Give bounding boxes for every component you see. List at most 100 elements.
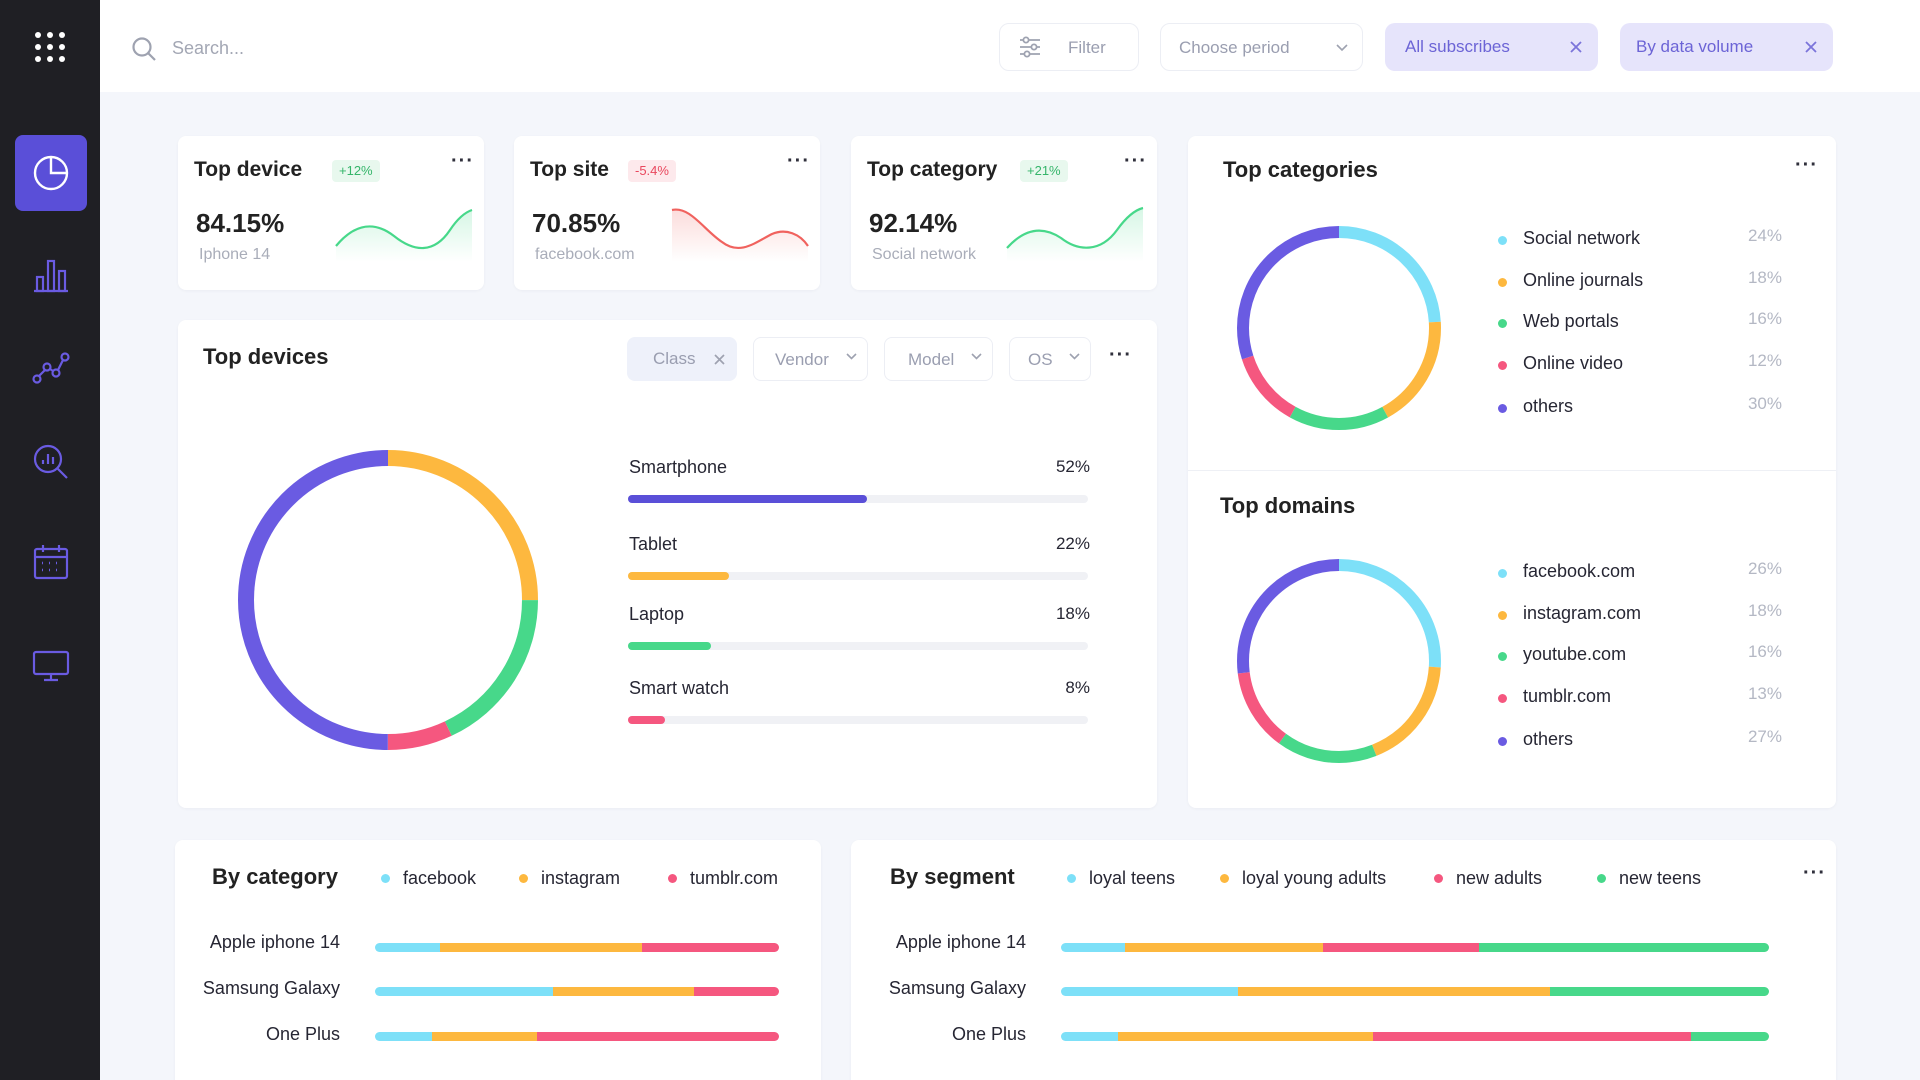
filter-class-label: Class — [653, 349, 696, 368]
more-options-icon[interactable]: ··· — [1124, 150, 1147, 172]
legend-dot — [519, 874, 528, 883]
legend-dot — [1434, 874, 1443, 883]
legend-dot — [1067, 874, 1076, 883]
chevron-down-icon — [1336, 44, 1348, 52]
filter-label: Filter — [1068, 38, 1106, 57]
close-icon[interactable] — [1570, 41, 1582, 53]
legend-label: loyal teens — [1089, 868, 1176, 888]
legend-dot — [1498, 652, 1507, 661]
kpi-value: 84.15% — [196, 208, 285, 238]
sparkline-up — [1006, 206, 1144, 262]
top-categories-title: Top categories — [1223, 157, 1378, 182]
filter-model-label: Model — [908, 350, 955, 369]
bar-segment — [641, 943, 779, 952]
kpi-title: Top device — [194, 158, 303, 181]
legend-dot — [1498, 236, 1507, 245]
legend-label: youtube.com — [1523, 644, 1627, 664]
legend-label: tumblr.com — [1523, 686, 1612, 706]
legend-item: others 27% — [1498, 727, 1788, 753]
bar-segment — [1691, 1032, 1769, 1041]
search-input[interactable] — [172, 30, 572, 66]
legend-dot — [1498, 611, 1507, 620]
legend-dot — [1498, 404, 1507, 413]
sparkline-up — [335, 208, 473, 262]
filter-os[interactable]: OS — [1009, 337, 1091, 381]
devices-donut-chart — [238, 450, 538, 750]
nav-bar-chart-button[interactable] — [15, 237, 87, 313]
legend-label: instagram.com — [1523, 603, 1642, 623]
filter-os-label: OS — [1028, 350, 1053, 369]
more-options-icon[interactable]: ··· — [1795, 154, 1818, 176]
nav-dashboard-button[interactable] — [15, 135, 87, 211]
filter-button[interactable]: Filter — [999, 23, 1139, 71]
legend-dot — [1220, 874, 1229, 883]
device-bar-label: Laptop — [629, 604, 685, 624]
legend-percent: 16% — [1747, 309, 1782, 328]
legend-dot — [1498, 569, 1507, 578]
kpi-subtitle: Social network — [872, 246, 977, 263]
donut-slice — [1237, 226, 1441, 430]
bar-segment — [1061, 987, 1238, 996]
apps-grid-icon[interactable] — [35, 32, 65, 62]
legend-percent: 16% — [1747, 642, 1782, 661]
kpi-value: 70.85% — [532, 208, 621, 238]
legend-label: facebook.com — [1523, 561, 1636, 581]
device-bar-percent: 52% — [1055, 457, 1090, 476]
legend-dot — [1498, 361, 1507, 370]
bar-segment — [1372, 1032, 1692, 1041]
close-icon[interactable] — [714, 354, 725, 365]
kpi-subtitle: facebook.com — [535, 246, 635, 263]
legend-label: facebook — [403, 868, 477, 888]
nav-analytics-button[interactable] — [15, 424, 87, 500]
period-select[interactable]: Choose period — [1160, 23, 1363, 71]
donut-slice — [1237, 559, 1441, 763]
more-options-icon[interactable]: ··· — [787, 150, 810, 172]
more-options-icon[interactable]: ··· — [1109, 344, 1132, 366]
legend-item: Web portals 16% — [1498, 309, 1788, 335]
device-bar-percent: 18% — [1055, 604, 1090, 623]
nav-trends-button[interactable] — [15, 330, 87, 406]
legend-percent: 13% — [1747, 684, 1782, 703]
domains-donut-chart — [1237, 559, 1441, 763]
bar-segment — [431, 1032, 537, 1041]
more-options-icon[interactable]: ··· — [451, 150, 474, 172]
filter-model[interactable]: Model — [884, 337, 993, 381]
stacked-bar — [375, 987, 779, 996]
legend-percent: 12% — [1747, 351, 1782, 370]
categories-donut-chart — [1237, 226, 1441, 430]
row-label: Apple iphone 14 — [209, 932, 340, 952]
bar-segment — [375, 943, 440, 952]
device-bar-fill — [628, 572, 730, 580]
legend-dot — [1498, 319, 1507, 328]
donut-slice — [238, 450, 538, 750]
more-options-icon[interactable]: ··· — [1803, 862, 1826, 884]
legend-dot — [1597, 874, 1606, 883]
row-label: Samsung Galaxy — [202, 978, 340, 998]
bar-segment — [1061, 943, 1125, 952]
device-bar-track — [628, 495, 1088, 503]
bar-segment — [1238, 987, 1550, 996]
bar-segment — [536, 1032, 779, 1041]
legend-dot — [1498, 737, 1507, 746]
filter-vendor[interactable]: Vendor — [753, 337, 868, 381]
top-devices-title: Top devices — [203, 344, 329, 369]
divider — [1188, 470, 1836, 471]
bar-segment — [1322, 943, 1479, 952]
device-bar-track — [628, 642, 1088, 650]
nav-monitor-button[interactable] — [15, 628, 87, 704]
chip-all-subscribes[interactable]: All subscribes — [1385, 23, 1598, 71]
filter-class[interactable]: Class — [627, 337, 737, 381]
legend-percent: 18% — [1747, 268, 1782, 287]
nav-calendar-button[interactable] — [15, 524, 87, 600]
stacked-bar — [1061, 987, 1769, 996]
legend-item: youtube.com 16% — [1498, 642, 1788, 668]
close-icon[interactable] — [1805, 41, 1817, 53]
legend-label: tumblr.com — [690, 868, 779, 888]
legend-label: new adults — [1456, 868, 1543, 888]
chip-by-data-volume[interactable]: By data volume — [1620, 23, 1833, 71]
sparkline-down — [671, 208, 809, 262]
calendar-icon — [33, 545, 69, 580]
line-chart-icon — [32, 352, 70, 384]
kpi-title: Top site — [530, 158, 609, 181]
trend-badge: +21% — [1020, 160, 1068, 182]
